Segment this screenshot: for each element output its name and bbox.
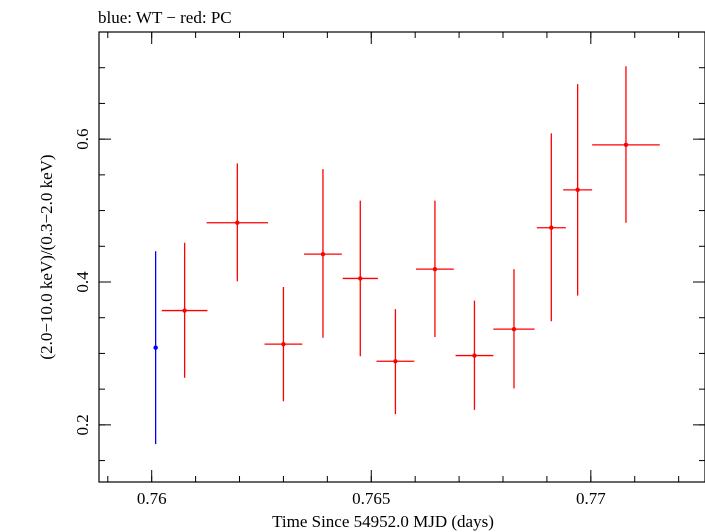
point-marker [472,353,477,358]
y-axis: 0.2 0.4 0.6 [73,31,705,462]
plot-frame [98,31,705,483]
point-marker [575,187,580,193]
y-tick-label: 0.4 [73,271,92,293]
point-marker [281,341,286,347]
x-tick-label: 0.765 [352,489,390,508]
point-marker [235,220,240,225]
data-point [376,309,415,415]
data-point [416,200,454,337]
data-point [206,163,269,282]
data-point [536,133,566,322]
data-point [592,66,660,223]
point-marker [623,142,629,148]
x-axis-label: Time Since 54952.0 MJD (days) [272,512,494,531]
data-point [153,251,158,445]
point-marker [358,276,363,281]
data-point [304,169,342,338]
y-axis-label: (2.0−10.0 keV)/(0.3−2.0 keV) [37,154,56,359]
data-points [153,66,660,445]
data-point [161,242,208,378]
point-marker [153,345,158,350]
chart-title: blue: WT − red: PC [98,8,232,27]
data-point [563,84,593,296]
x-tick-label: 0.76 [137,489,167,508]
data-point [264,287,303,402]
data-point [455,300,494,410]
y-tick-label: 0.6 [73,129,92,150]
point-marker [511,326,517,332]
point-marker [320,251,326,257]
point-marker [393,359,398,364]
point-marker [432,266,438,272]
point-marker [182,308,187,313]
point-marker [549,225,554,230]
data-point [342,200,378,357]
x-tick-label: 0.77 [576,489,606,508]
data-point [493,269,535,389]
y-tick-label: 0.2 [73,414,92,435]
x-axis: 0.76 0.765 0.77 [107,32,680,508]
